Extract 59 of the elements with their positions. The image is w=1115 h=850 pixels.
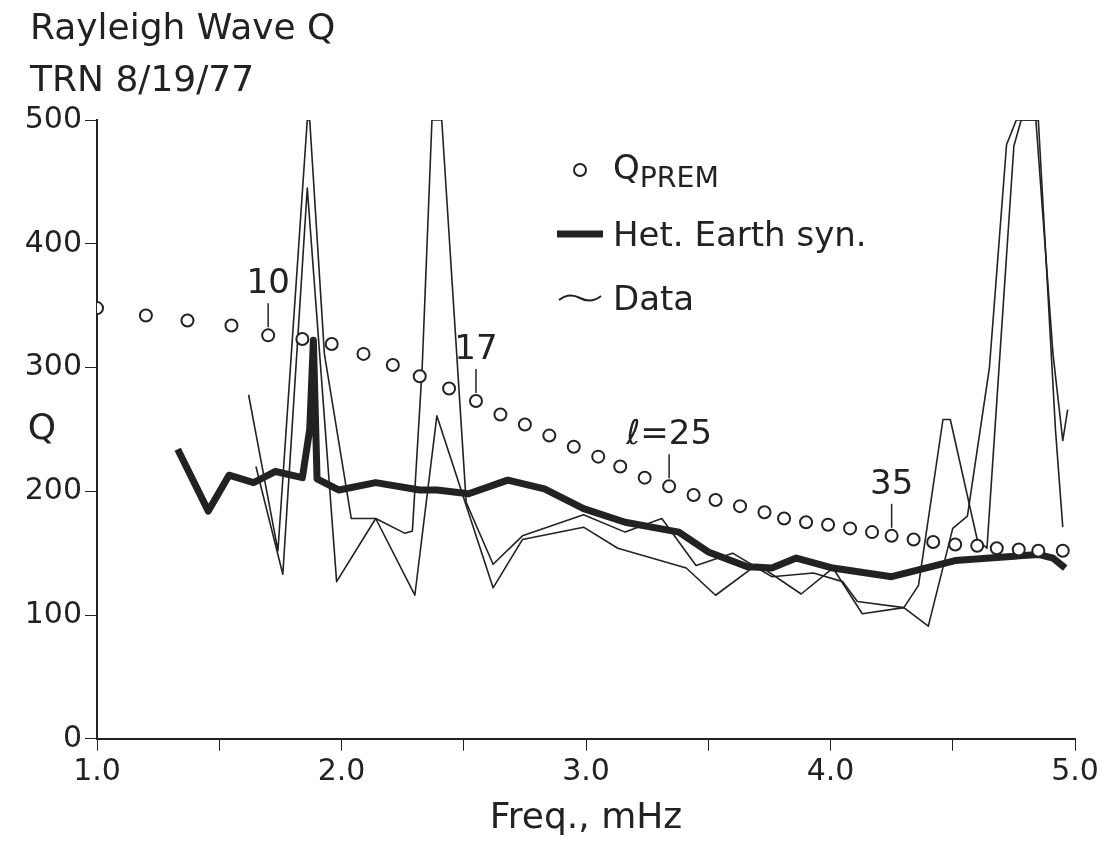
y-tick-label: 0 — [62, 718, 82, 754]
point — [906, 532, 921, 547]
point — [708, 492, 723, 507]
point — [637, 470, 652, 485]
point — [412, 369, 427, 384]
point — [138, 308, 153, 323]
annotation: ℓ=25 — [625, 412, 713, 453]
x-tick-label: 3.0 — [562, 751, 610, 787]
point — [686, 487, 701, 502]
legend-label: Het. Earth syn. — [613, 214, 867, 254]
point — [295, 332, 310, 347]
point — [356, 346, 371, 361]
x-tick-label: 4.0 — [806, 751, 855, 787]
point — [591, 449, 606, 464]
chart-title: Rayleigh Wave Q — [30, 6, 336, 47]
x-tick-label: 2.0 — [317, 751, 366, 787]
annotation: 35 — [869, 461, 914, 502]
legend-label: Q$_{PREM}$ — [613, 146, 719, 194]
point — [948, 537, 963, 552]
y-tick-label: 200 — [24, 471, 82, 507]
point — [180, 313, 195, 328]
point — [542, 428, 557, 443]
point — [989, 541, 1004, 556]
point — [1011, 542, 1026, 557]
point — [970, 538, 985, 553]
point — [324, 337, 339, 352]
point — [799, 515, 814, 530]
point — [1055, 543, 1070, 558]
legend-label: Data — [613, 278, 695, 318]
annotation: 17 — [454, 326, 498, 367]
y-axis-title: Q — [27, 405, 57, 447]
point — [385, 358, 400, 373]
annotation: 10 — [246, 261, 290, 302]
y-tick-label: 400 — [24, 223, 82, 259]
point — [224, 318, 239, 333]
point — [261, 328, 276, 343]
point — [777, 511, 792, 526]
point — [733, 499, 748, 514]
point — [662, 479, 677, 494]
point — [493, 407, 508, 422]
point — [566, 439, 581, 454]
point — [821, 517, 836, 532]
x-tick-label: 5.0 — [1051, 751, 1099, 787]
point — [1031, 543, 1046, 558]
y-tick-label: 100 — [24, 594, 82, 630]
point — [884, 528, 899, 543]
point — [517, 417, 532, 432]
point — [442, 381, 457, 396]
point — [757, 505, 772, 520]
point — [865, 525, 880, 540]
x-axis-title: Freq., mHz — [489, 794, 683, 836]
chart-subtitle: TRN 8/19/77 — [30, 58, 255, 99]
point — [843, 521, 858, 536]
y-tick-label: 500 — [24, 99, 82, 135]
point — [613, 459, 628, 474]
x-tick-label: 1.0 — [73, 751, 121, 787]
point — [926, 535, 941, 550]
y-tick-label: 300 — [24, 347, 82, 383]
point — [468, 393, 483, 408]
